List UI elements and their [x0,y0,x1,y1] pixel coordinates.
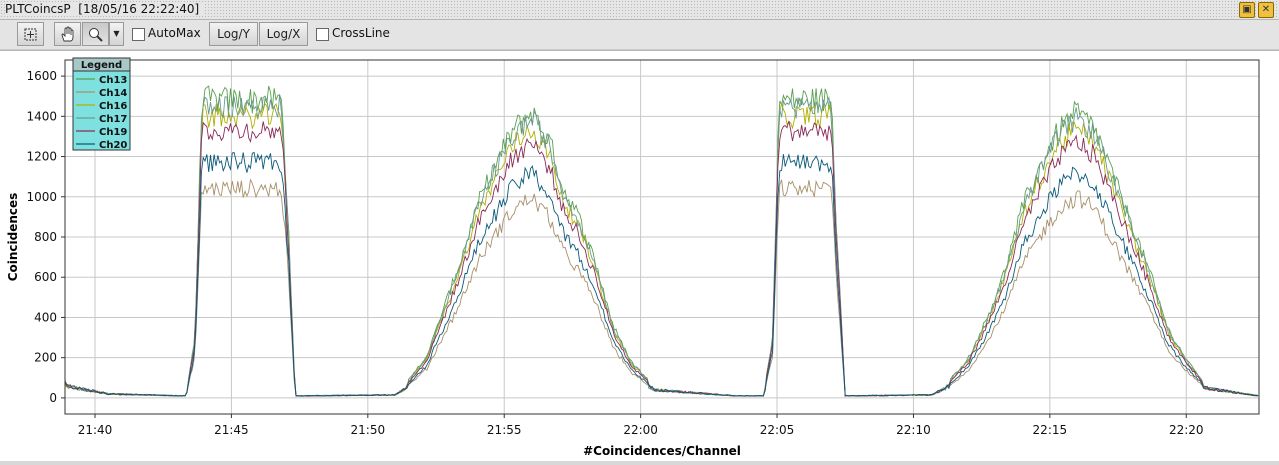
x-tick-label: 21:40 [78,423,113,437]
series-layer [64,85,1259,397]
y-tick-label: 1400 [26,109,57,123]
zoom-reset-button[interactable] [17,22,44,46]
restore-icon[interactable]: ▣ [1239,2,1255,18]
legend-box [72,57,131,151]
x-tick-label: 22:05 [760,423,795,437]
legend-entry: Ch14 [99,88,127,99]
x-tick-label: 21:50 [351,423,386,437]
zoom-button[interactable] [82,22,109,46]
y-tick-label: 200 [34,351,57,365]
log-y-button[interactable]: Log/Y [209,22,258,46]
automax-checkbox[interactable] [132,28,145,41]
y-tick-label: 0 [49,391,57,405]
pan-button[interactable] [54,22,81,46]
y-axis-label: Coincidences [6,193,20,282]
crossline-checkbox[interactable] [316,28,329,41]
coincidences-chart[interactable]: 0 200 400 600 800 1000 1200 1400 1600 21:40 21:45… [0,51,1279,461]
x-tick-label: 22:00 [623,423,658,437]
legend-entry: Ch16 [99,101,127,112]
x-tick-label: 21:55 [487,423,522,437]
y-tick-label: 1200 [26,150,57,164]
legend: Legend Ch13 Ch14 Ch16 Ch17 Ch19 Ch20 [72,57,131,151]
x-tick-label: 22:10 [896,423,931,437]
toolbar: ▼ AutoMax Log/Y Log/X CrossLine [0,20,1279,50]
series-line-ch17 [64,94,1259,397]
log-x-button[interactable]: Log/X [259,22,308,46]
close-icon[interactable]: ✕ [1258,2,1274,18]
zoom-dropdown-button[interactable]: ▼ [109,22,124,46]
crossline-label: CrossLine [332,26,390,40]
automax-label: AutoMax [148,26,201,40]
series-line-ch16 [64,102,1259,397]
x-tick-label: 22:15 [1033,423,1068,437]
window-title: PLTCoincsP [18/05/16 22:22:40] [5,2,204,16]
y-tick-label: 600 [34,270,57,284]
series-line-ch20 [64,151,1259,397]
chevron-down-icon: ▼ [113,29,120,38]
y-tick-label: 1600 [26,69,57,83]
y-tick-label: 1000 [26,190,57,204]
window-title-bar: PLTCoincsP [18/05/16 22:22:40] ▣ ✕ [0,0,1279,20]
series-line-ch14 [64,178,1259,397]
legend-title: Legend [81,60,122,71]
legend-entry: Ch19 [99,127,127,138]
y-axis: 0 200 400 600 800 1000 1200 1400 1600 [26,69,65,405]
y-tick-label: 400 [34,310,57,324]
legend-entry: Ch13 [99,75,127,86]
x-axis: 21:40 21:45 21:50 21:55 22:00 22:05 22:10 22:15… [78,414,1204,437]
x-tick-label: 21:45 [214,423,249,437]
grid [65,60,1259,414]
magnifier-icon [89,28,103,42]
x-tick-label: 22:20 [1169,423,1204,437]
legend-header [72,57,131,72]
plot-panel: 0 200 400 600 800 1000 1200 1400 1600 21:40 21:45… [0,50,1279,461]
fit-view-icon [24,28,37,41]
legend-entry: Ch17 [99,114,127,125]
hand-icon [61,26,74,42]
legend-entry: Ch20 [99,140,127,151]
series-line-ch19 [64,120,1259,397]
x-axis-label: #Coincidences/Channel [583,444,741,458]
y-tick-label: 800 [34,230,57,244]
